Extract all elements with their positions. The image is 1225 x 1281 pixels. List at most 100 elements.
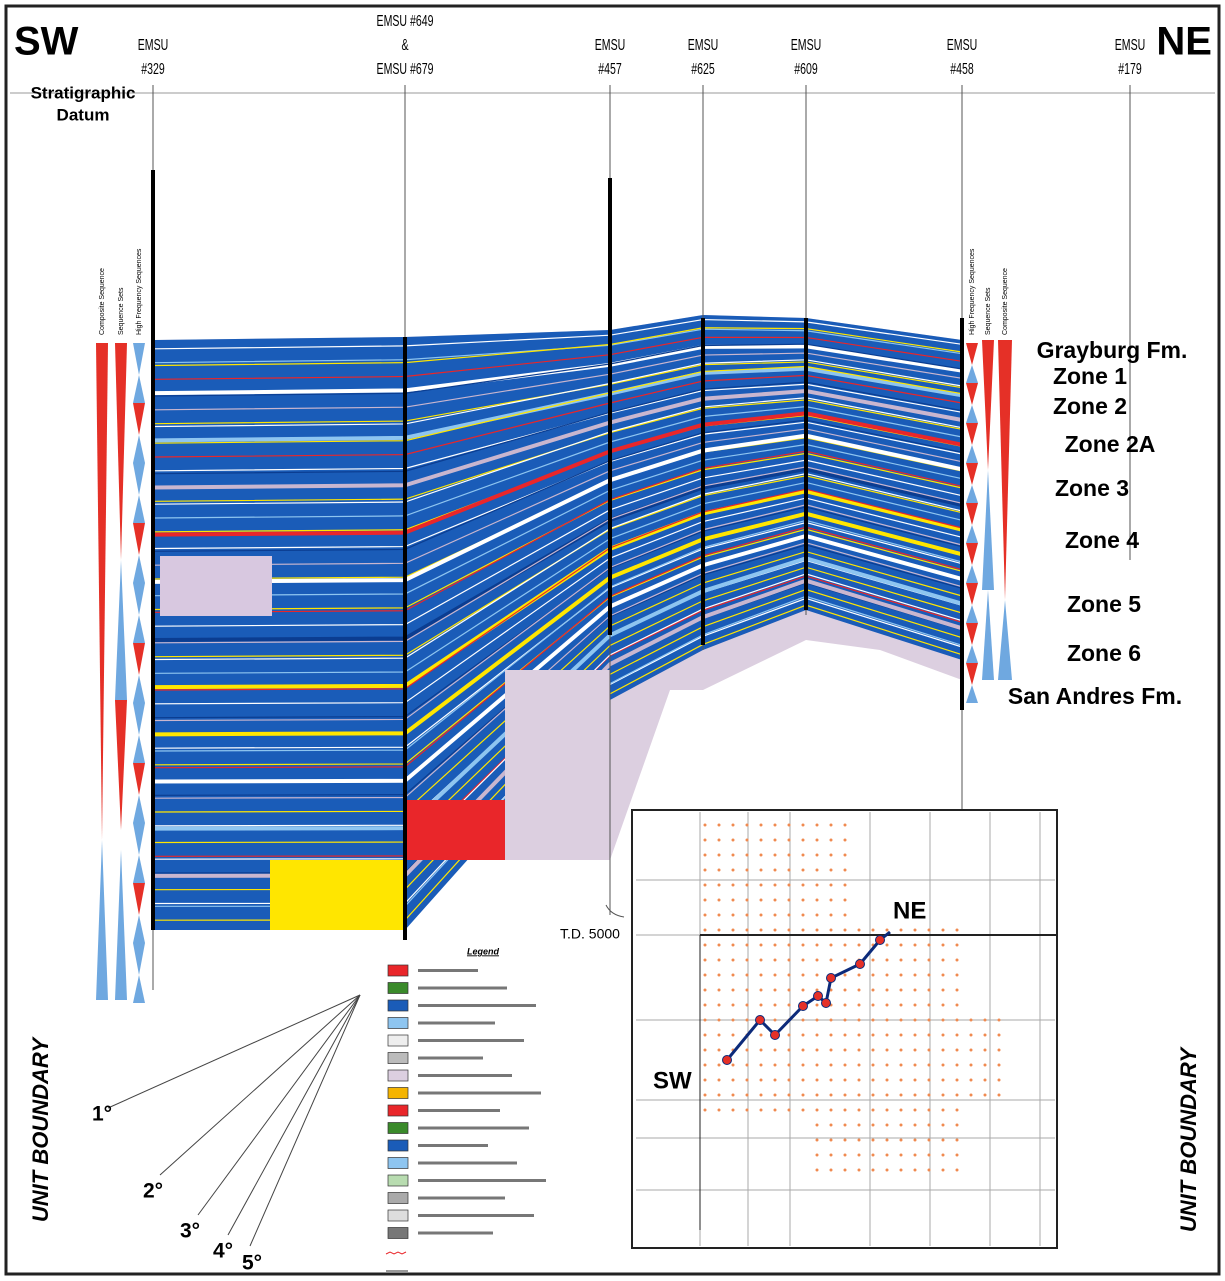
map-well-dot — [843, 898, 847, 902]
map-well-dot — [955, 1168, 959, 1172]
map-well-dot — [759, 823, 763, 827]
map-frame — [631, 809, 1058, 1249]
map-well-dot — [745, 1108, 749, 1112]
map-well-dot — [717, 973, 721, 977]
map-well-dot — [857, 943, 861, 947]
map-well-dot — [829, 913, 833, 917]
map-well-dot — [955, 1033, 959, 1037]
map-well-dot — [759, 913, 763, 917]
legend-swatch — [387, 1227, 409, 1239]
map-well-dot — [703, 1108, 707, 1112]
map-well-dot — [899, 1033, 903, 1037]
angle-line — [249, 994, 361, 1247]
bedding-line — [154, 489, 963, 690]
map-well-dot — [815, 1063, 819, 1067]
map-well-dot — [787, 943, 791, 947]
map-well-dot — [745, 1063, 749, 1067]
bedding-line — [154, 466, 963, 642]
map-well-dot — [885, 988, 889, 992]
section-well — [821, 998, 831, 1008]
section-well — [813, 991, 823, 1001]
td-marker — [605, 904, 625, 918]
bedding-line — [154, 566, 963, 844]
map-well-dot — [717, 958, 721, 962]
map-well-dot — [829, 1168, 833, 1172]
map-well-dot — [913, 943, 917, 947]
unit-boundary: UNIT BOUNDARY — [1176, 1046, 1201, 1232]
map-well-dot — [731, 868, 735, 872]
bedding-line — [154, 519, 963, 752]
bedding-line — [154, 550, 963, 813]
sequence-triangle — [966, 623, 978, 645]
map-well-dot — [759, 928, 763, 932]
map-well-dot — [857, 988, 861, 992]
sequence-triangle — [998, 600, 1012, 680]
map-well-dot — [927, 973, 931, 977]
bedding-line — [154, 366, 963, 443]
bedding-line — [154, 521, 963, 749]
map-well-dot — [941, 1048, 945, 1052]
map-well-dot — [731, 1063, 735, 1067]
direction-sw: SW — [14, 20, 79, 64]
legend-text — [418, 1161, 517, 1165]
map-well-dot — [745, 913, 749, 917]
map-well-dot — [885, 1033, 889, 1037]
map-well-dot — [899, 1093, 903, 1097]
legend-text — [418, 1144, 488, 1147]
bedding-line — [154, 528, 963, 766]
map-well-dot — [787, 898, 791, 902]
zone-label: San Andres Fm. — [1008, 683, 1182, 709]
map-well-dot — [731, 1003, 735, 1007]
map-well-dot — [815, 928, 819, 932]
map-well-dot — [927, 1048, 931, 1052]
map-well-dot — [927, 1018, 931, 1022]
angle-line — [227, 994, 361, 1236]
bedding-line — [154, 497, 963, 705]
map-well-dot — [815, 868, 819, 872]
map-well-dot — [969, 1063, 973, 1067]
map-well-dot — [703, 988, 707, 992]
map-well-dot — [731, 1093, 735, 1097]
bedding-line — [154, 318, 963, 350]
sequence-triangle — [966, 365, 978, 383]
sequence-triangle — [115, 343, 127, 560]
facies-block — [160, 556, 272, 616]
zone-label: Grayburg Fm. — [1037, 337, 1188, 363]
map-well-dot — [773, 823, 777, 827]
map-well-dot — [871, 1018, 875, 1022]
sequence-triangle — [966, 605, 978, 623]
map-well-dot — [787, 823, 791, 827]
map-well-dot — [787, 1108, 791, 1112]
sequence-triangle — [966, 423, 978, 445]
sequence-triangle — [133, 643, 145, 675]
map-well-dot — [703, 868, 707, 872]
sequence-triangle — [966, 525, 978, 543]
map-well-dot — [899, 988, 903, 992]
map-well-dot — [899, 928, 903, 932]
legend-swatch — [387, 1139, 409, 1152]
map-well-dot — [913, 1123, 917, 1127]
map-well-dot — [759, 883, 763, 887]
map-well-dot — [871, 1153, 875, 1157]
datum-label: Stratigraphic — [31, 83, 136, 102]
legend-text — [418, 1021, 495, 1025]
map-well-dot — [969, 1093, 973, 1097]
sequence-triangle — [115, 850, 127, 1000]
facies-block — [270, 860, 405, 930]
map-well-dot — [955, 928, 959, 932]
map-well-dot — [997, 1033, 1001, 1037]
map-well-dot — [731, 988, 735, 992]
map-well-dot — [913, 928, 917, 932]
map-well-dot — [941, 1123, 945, 1127]
legend-swatch — [385, 1251, 407, 1255]
map-well-dot — [801, 928, 805, 932]
map-well-dot — [927, 943, 931, 947]
map-well-dot — [745, 883, 749, 887]
map-well-dot — [717, 868, 721, 872]
map-well-dot — [955, 1093, 959, 1097]
map-well-dot — [829, 1018, 833, 1022]
section-well — [770, 1030, 780, 1040]
map-well-dot — [843, 853, 847, 857]
map-well-dot — [843, 943, 847, 947]
